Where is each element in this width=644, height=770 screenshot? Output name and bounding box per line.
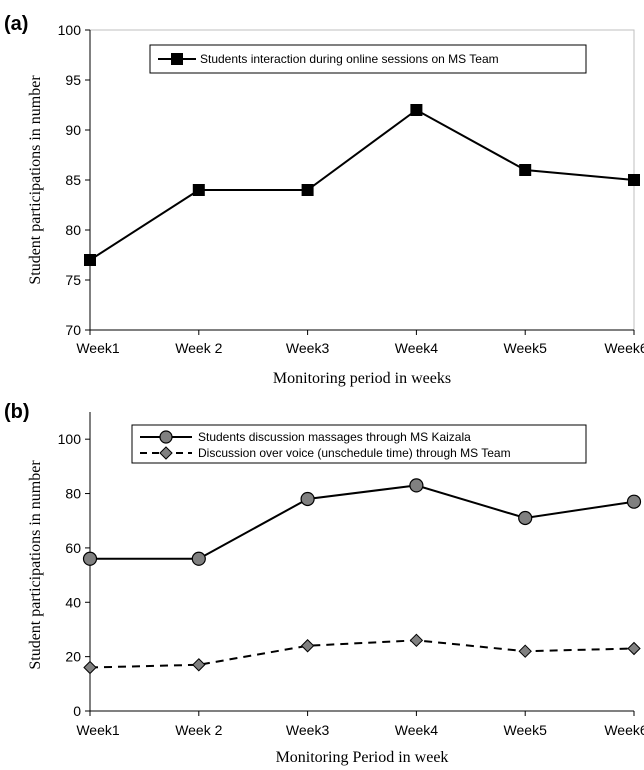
panel-b-y-tick-label: 80 [65,486,81,502]
panel-a-y-tick-label: 75 [65,272,81,288]
panel-a-series-1-point [84,254,96,266]
panel-a-legend-box [149,44,587,74]
panel-b-y-tick-label: 0 [73,703,81,719]
panel-a-y-tick-label: 80 [65,222,81,238]
panel-b-legend-diamond-marker [159,446,173,460]
panel-a-legend: Students interaction during online sessi… [149,44,587,74]
panel-a-y-tick-label: 100 [58,22,82,38]
panel-a-x-axis-title: Monitoring period in weeks [273,370,451,387]
panel-a-series-1-point [519,164,532,176]
panel-b-y-tick-label: 20 [65,649,81,665]
panel-b-series-2-point [192,658,206,672]
panel-a-y-tick-label: 95 [65,72,81,88]
panel-a-y-axis-title: Student participations in number [27,75,44,285]
panel-b-series-1-point [518,510,533,526]
panel-a-x-tick-label: Week1 [76,340,120,356]
panel-b-legend-circle-marker [159,430,173,444]
panel-a-series-1-point [192,184,205,196]
panel-a-y-tick-label: 70 [65,322,81,338]
panel-a-x-tick-label: Week6 [604,340,644,356]
panel-b-series-1-point [300,491,315,507]
panel-a-y-tick-label: 90 [65,122,81,138]
panel-b-series-1-point [409,478,424,493]
panel-a-x-tick-label: Week5 [504,340,548,356]
panel-b-series-1-point [82,551,98,566]
panel-b-y-tick-label: 60 [65,540,81,556]
panel-b-legend-label-1: Students discussion massages through MS … [198,430,471,444]
panel-b-series-2-line [89,639,635,669]
panel-b-x-tick-label: Week4 [395,722,439,738]
panel-b-series-2-point [409,633,424,648]
panel-b-y-axis-title: Student participations in number [27,460,44,670]
panel-b-x-tick-label: Week6 [604,722,644,738]
panel-a-series-1-line [89,108,635,261]
panel-b-legend: Students discussion massages through MS … [131,424,587,464]
panel-b-y-tick-label: 100 [58,431,82,447]
panel-b-label: (b) [4,401,30,423]
panel-a-plot-area [89,29,635,331]
panel-a: (a) 70 75 80 85 90 95 100 Week1 Week 2 Week3 Week… [4,13,644,387]
panel-b-x-tick-label: Week3 [286,722,330,738]
panel-b-series-1-line [90,484,635,560]
panel-b-legend-label-2: Discussion over voice (unschedule time) … [198,446,511,460]
panel-b-y-tick-label: 40 [65,594,81,610]
panel-b-series-1-point [626,494,642,509]
panel-b-series-2-point [518,644,532,658]
panel-a-series-1-point [301,184,314,196]
panel-b-series-2-point [83,660,97,675]
panel-b-x-tick-label: Week5 [504,722,548,738]
panel-b-legend-box [131,424,587,464]
panel-b-x-tick-label: Week 2 [175,722,222,738]
panel-a-y-tick-label: 85 [65,172,81,188]
panel-a-series-1-point [410,104,423,116]
panel-a-x-tick-label: Week 2 [175,340,222,356]
panel-b-x-axis-title: Monitoring Period in week [276,749,449,766]
panel-a-x-tick-label: Week4 [395,340,439,356]
panel-a-x-tick-label: Week3 [286,340,330,356]
panel-a-legend-square-marker [171,53,183,65]
panel-a-series-1-point [628,174,640,186]
panel-b-series-2-point [627,641,641,656]
panel-a-legend-label: Students interaction during online sessi… [200,52,499,66]
panel-b-series-2-point [300,639,315,653]
panel-b-series-1-point [191,551,206,566]
panel-b: (b) 0 20 40 60 80 100 Week1 Week 2 Week3 Week4 We… [4,401,644,766]
panel-b-x-tick-label: Week1 [76,722,120,738]
panel-a-label: (a) [4,13,28,35]
